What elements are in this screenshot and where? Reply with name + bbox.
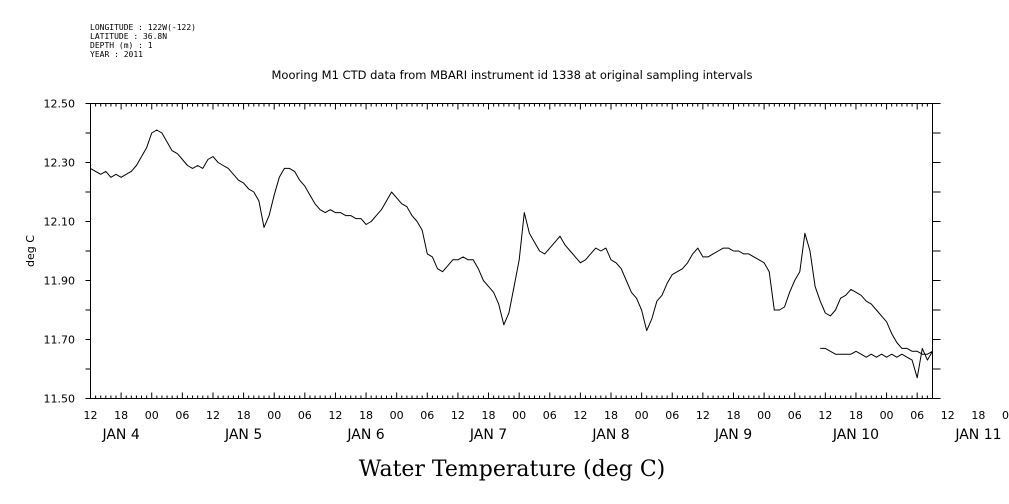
x-hour-tick-label: 18 (359, 409, 373, 422)
x-hour-tick-label: 12 (84, 409, 98, 422)
x-hour-tick-label: 12 (696, 409, 710, 422)
x-hour-tick-label: 00 (390, 409, 404, 422)
y-axis-label: deg C (24, 235, 37, 267)
x-hour-tick-label: 12 (941, 409, 955, 422)
meta-longitude: LONGITUDE : 122W(-122) (90, 23, 196, 32)
x-day-label: JAN 8 (591, 427, 629, 443)
x-hour-tick-label: 06 (543, 409, 557, 422)
x-hour-tick-label: 06 (298, 409, 312, 422)
x-hour-tick-label: 00 (880, 409, 894, 422)
x-hour-tick-label: 00 (512, 409, 526, 422)
x-hour-tick-label: 12 (451, 409, 465, 422)
y-tick-label: 12.10 (44, 216, 76, 229)
y-tick-label: 12.50 (44, 98, 76, 111)
x-hour-tick-label: 12 (573, 409, 587, 422)
x-hour-tick-label: 00 (1002, 409, 1009, 422)
x-hour-tick-label: 12 (328, 409, 342, 422)
x-day-label: JAN 11 (954, 427, 1001, 443)
x-hour-tick-label: 06 (665, 409, 679, 422)
x-hour-tick-label: 18 (971, 409, 985, 422)
y-tick-label: 11.70 (44, 334, 76, 347)
meta-year: YEAR : 2011 (90, 50, 143, 59)
y-tick-labels: 11.50 11.70 11.90 12.10 12.30 12.50 (44, 98, 76, 406)
x-hour-tick-label: 00 (145, 409, 159, 422)
x-day-labels: JAN 4 JAN 5 JAN 6 JAN 7 JAN 8 JAN 9 JAN 10 JAN … (101, 427, 1001, 443)
x-hour-tick-label: 00 (267, 409, 281, 422)
x-hour-tick-label: 06 (175, 409, 189, 422)
metadata-block: LONGITUDE : 122W(-122) LATITUDE : 36.8N … (90, 23, 196, 59)
x-hour-tick-label: 06 (788, 409, 802, 422)
x-day-label: JAN 9 (714, 427, 752, 443)
x-hour-tick-label: 18 (237, 409, 251, 422)
x-hour-tick-label: 00 (757, 409, 771, 422)
x-hour-tick-label: 18 (114, 409, 128, 422)
x-hour-tick-label: 12 (206, 409, 220, 422)
meta-latitude: LATITUDE : 36.8N (90, 32, 167, 41)
x-hour-tick-labels: 12 18 00 06 12 18 00 06 12 18 00 06 12 18 00 06 12 18 00 06… (84, 409, 1009, 422)
temperature-series-0 (90, 129, 933, 355)
chart-title: Mooring M1 CTD data from MBARI instrumen… (272, 68, 753, 82)
x-day-label: JAN 4 (101, 427, 139, 443)
plot-frame (90, 103, 933, 399)
x-axis-label: Water Temperature (deg C) (359, 457, 666, 482)
x-hour-tick-label: 00 (635, 409, 649, 422)
x-hour-tick-label: 18 (849, 409, 863, 422)
x-hour-tick-label: 18 (726, 409, 740, 422)
y-tick-label: 11.90 (44, 275, 76, 288)
x-hour-tick-label: 18 (604, 409, 618, 422)
x-hour-tick-label: 06 (420, 409, 434, 422)
x-day-label: JAN 5 (224, 427, 262, 443)
x-day-label: JAN 10 (832, 427, 879, 443)
tick-marks (85, 103, 941, 399)
x-hour-tick-label: 12 (818, 409, 832, 422)
series-layer (90, 129, 933, 379)
x-hour-tick-label: 06 (910, 409, 924, 422)
temperature-series-1 (820, 347, 933, 379)
y-tick-label: 11.50 (44, 393, 76, 406)
y-tick-label: 12.30 (44, 157, 76, 170)
meta-depth: DEPTH (m) : 1 (90, 41, 153, 50)
x-hour-tick-label: 18 (482, 409, 496, 422)
x-day-label: JAN 7 (469, 427, 507, 443)
x-day-label: JAN 6 (346, 427, 384, 443)
